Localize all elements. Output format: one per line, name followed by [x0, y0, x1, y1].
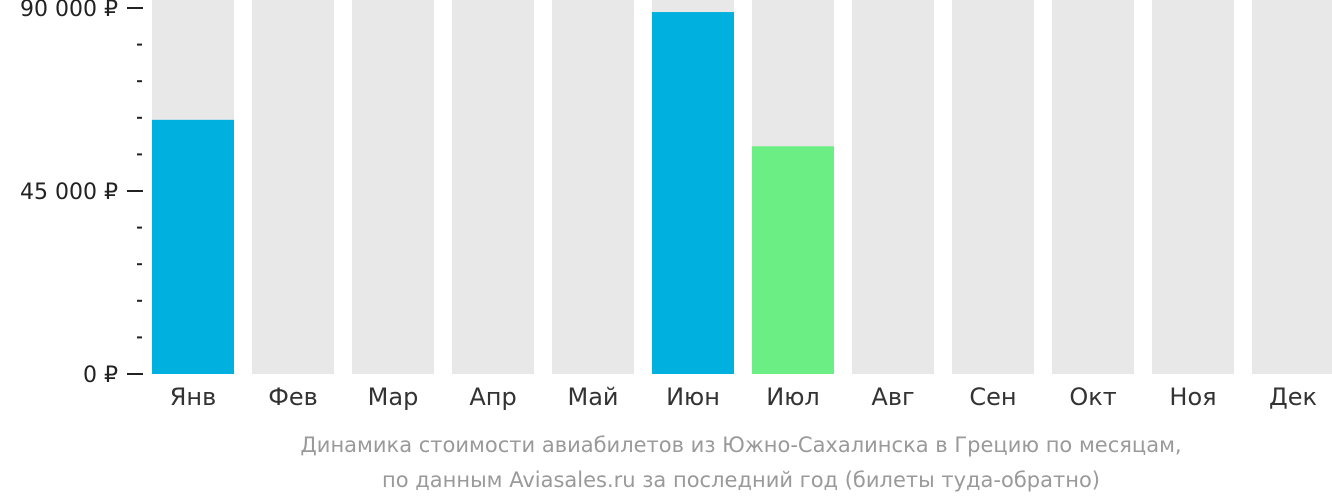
x-tick-label-month-5: Май	[567, 383, 618, 411]
bar-background-month-3	[352, 0, 434, 374]
bar-month-6	[652, 12, 734, 374]
chart-caption-line-1: Динамика стоимости авиабилетов из Южно-С…	[300, 433, 1182, 457]
x-tick-label-month-3: Мар	[368, 383, 419, 411]
x-tick-label-month-8: Авг	[871, 383, 914, 411]
chart-caption-line-2: по данным Aviasales.ru за последний год …	[382, 468, 1100, 492]
x-tick-label-month-11: Ноя	[1169, 383, 1216, 411]
x-tick-label-month-4: Апр	[469, 383, 516, 411]
price-bars	[152, 12, 834, 374]
x-tick-label-month-1: Янв	[170, 383, 217, 411]
bar-month-1	[152, 119, 234, 374]
x-tick-label-month-12: Дек	[1269, 383, 1317, 411]
x-tick-label-month-7: Июл	[766, 383, 820, 411]
bar-background-month-12	[1252, 0, 1332, 374]
y-tick-label: 0 ₽	[83, 363, 118, 388]
bar-month-7	[752, 146, 834, 374]
background-bars	[152, 0, 1332, 374]
bar-background-month-9	[952, 0, 1034, 374]
x-tick-label-month-9: Сен	[969, 383, 1016, 411]
bar-background-month-5	[552, 0, 634, 374]
x-tick-label-month-10: Окт	[1069, 383, 1116, 411]
bar-background-month-11	[1152, 0, 1234, 374]
y-tick-label: 90 000 ₽	[20, 0, 118, 22]
bar-background-month-8	[852, 0, 934, 374]
y-axis: 0 ₽ 45 000 ₽ 90 000 ₽	[20, 0, 143, 388]
bar-background-month-4	[452, 0, 534, 374]
bar-background-month-2	[252, 0, 334, 374]
bar-background-month-10	[1052, 0, 1134, 374]
price-bar-chart: 0 ₽ 45 000 ₽ 90 000 ₽ Янв Фев Мар Апр Май Июн Ию…	[20, 0, 1332, 411]
x-tick-label-month-2: Фев	[268, 383, 318, 411]
y-tick-label: 45 000 ₽	[20, 180, 118, 205]
x-axis-labels: Янв Фев Мар Апр Май Июн Июл Авг Сен Окт Ноя Дек	[170, 383, 1317, 411]
x-tick-label-month-6: Июн	[666, 383, 720, 411]
